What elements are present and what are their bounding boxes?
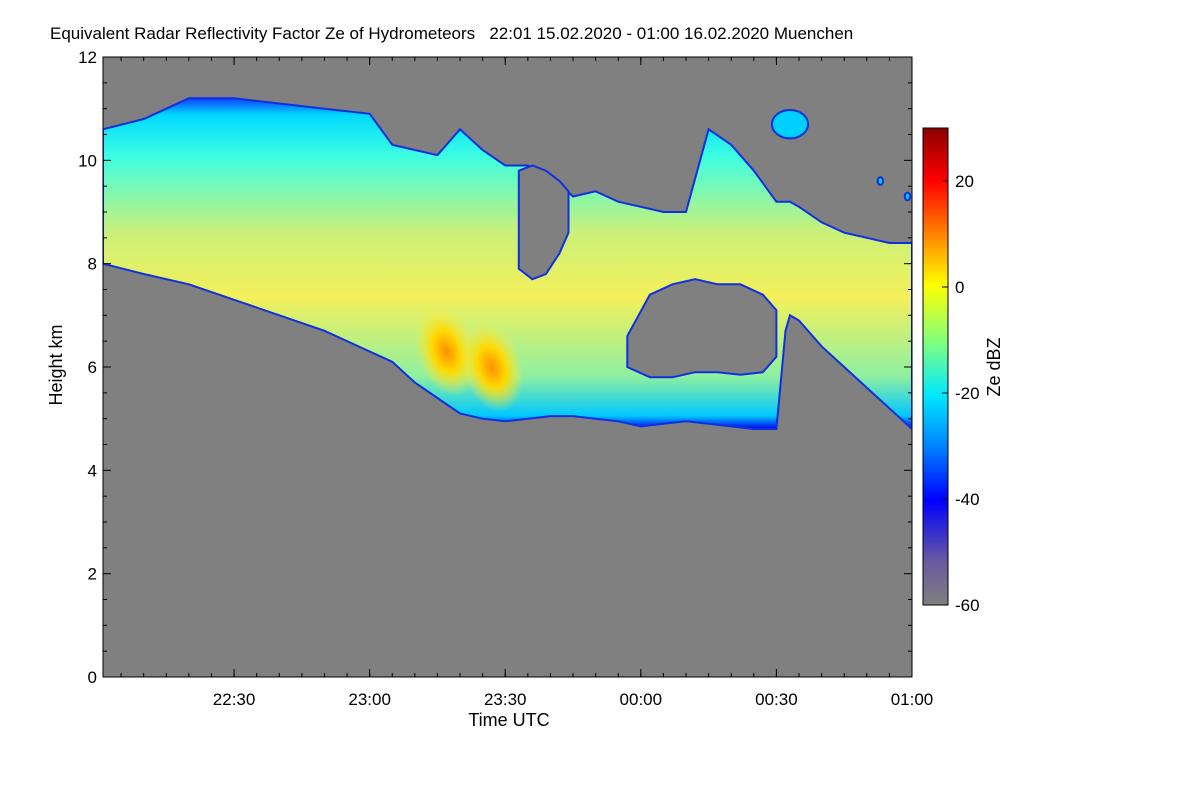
y-tick-label: 0 bbox=[88, 668, 97, 687]
y-tick-label: 12 bbox=[78, 48, 97, 67]
cloud-patch bbox=[770, 108, 810, 140]
x-axis-ticks: 22:30 23:00 23:30 00:00 00:30 01:00 bbox=[120, 57, 934, 709]
cloud-patch bbox=[876, 176, 885, 186]
x-tick-label: 00:30 bbox=[755, 690, 798, 709]
x-tick-label: 22:30 bbox=[213, 690, 256, 709]
y-axis-ticks: 0 2 4 6 8 10 12 bbox=[78, 48, 912, 687]
y-axis-label: Height km bbox=[46, 324, 66, 405]
colorbar-tick-label: 0 bbox=[955, 278, 964, 297]
cloud-gap bbox=[626, 278, 778, 379]
colorbar-ticks: 20 0 -20 -40 -60 bbox=[942, 172, 980, 615]
y-tick-label: 6 bbox=[88, 358, 97, 377]
colorbar-tick-label: -60 bbox=[955, 596, 980, 615]
colorbar-tick-label: -40 bbox=[955, 490, 980, 509]
y-tick-label: 10 bbox=[78, 151, 97, 170]
colorbar-label: Ze dBZ bbox=[984, 337, 1004, 396]
cloud-notch bbox=[517, 164, 570, 281]
chart-title: Equivalent Radar Reflectivity Factor Ze … bbox=[50, 24, 853, 43]
x-tick-label: 23:30 bbox=[484, 690, 527, 709]
colorbar-tick-label: -20 bbox=[955, 384, 980, 403]
x-tick-label: 23:00 bbox=[348, 690, 391, 709]
y-tick-label: 2 bbox=[88, 565, 97, 584]
colorbar-tick-label: 20 bbox=[955, 172, 974, 191]
x-tick-label: 01:00 bbox=[891, 690, 934, 709]
x-tick-label: 00:00 bbox=[620, 690, 663, 709]
y-tick-label: 4 bbox=[88, 461, 97, 480]
isolated-patches bbox=[770, 108, 912, 202]
reflectivity-core bbox=[459, 322, 524, 412]
reflectivity-cores bbox=[414, 306, 524, 412]
y-tick-label: 8 bbox=[88, 255, 97, 274]
cloud-patch bbox=[903, 191, 912, 202]
x-axis-label: Time UTC bbox=[468, 710, 549, 730]
colorbar bbox=[922, 127, 949, 606]
cloud-echo-layer bbox=[103, 97, 912, 431]
